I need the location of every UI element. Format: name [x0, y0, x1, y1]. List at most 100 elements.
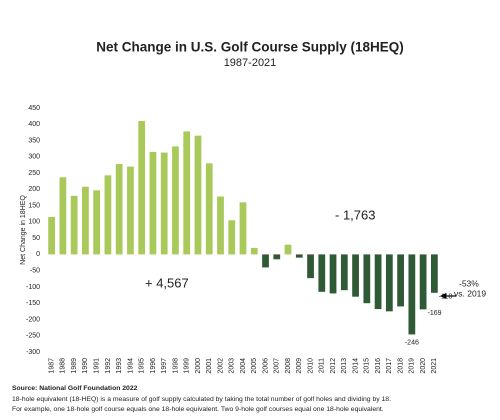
x-tick-label: 2017: [386, 358, 393, 374]
x-tick-label: 2002: [217, 358, 224, 374]
bar: [205, 163, 213, 255]
y-tick-label: 350: [28, 137, 40, 144]
bar: [70, 195, 78, 255]
x-tick-label: 2009: [296, 358, 303, 374]
arrow-head: [440, 293, 446, 299]
y-tick-label: 250: [28, 170, 40, 177]
x-tick-label: 1995: [139, 358, 146, 374]
x-tick-label: 1989: [71, 358, 78, 374]
x-tick-label: 1999: [184, 358, 191, 374]
bar: [284, 244, 292, 255]
bar: [104, 175, 112, 255]
x-tick-label: 1993: [116, 358, 123, 374]
x-tick-label: 2015: [364, 358, 371, 374]
x-tick-label: 2000: [195, 358, 202, 374]
bar: [59, 177, 67, 255]
x-tick-label: 2006: [262, 358, 269, 374]
x-tick-label: 2011: [319, 358, 326, 373]
bar: [374, 254, 382, 310]
bar: [397, 254, 404, 307]
bar: [262, 254, 269, 268]
y-tick-label: -200: [26, 316, 40, 323]
bar: [329, 254, 337, 294]
bar: [352, 254, 359, 297]
bar: [318, 254, 326, 292]
bar: [273, 254, 281, 260]
bar: [172, 146, 179, 255]
x-tick-label: 1991: [94, 358, 101, 374]
y-tick-label: -50: [30, 268, 40, 275]
value-label: -169: [427, 310, 441, 317]
annotation: + 4,567: [145, 275, 189, 290]
y-tick-label: 50: [32, 235, 40, 242]
x-tick-label: 2020: [420, 358, 427, 374]
bar: [385, 254, 393, 312]
note: 18-hole equivalent (18-HEQ) is a measure…: [12, 396, 391, 403]
bar: [115, 163, 123, 255]
chart-subtitle: 1987-2021: [224, 57, 277, 69]
bar: [363, 254, 371, 304]
bar: [239, 202, 247, 255]
bar: [48, 216, 56, 255]
value-label: -118: [439, 294, 453, 301]
source: Source: National Golf Foundation 2022: [12, 385, 138, 392]
y-tick-label: 0: [36, 251, 40, 258]
x-tick-label: 2021: [431, 358, 438, 374]
annotation: -53%: [459, 278, 479, 288]
bar: [138, 121, 146, 255]
x-tick-label: 2004: [240, 358, 247, 374]
x-tick-label: 2001: [206, 358, 213, 374]
annotation: - 1,763: [335, 207, 375, 222]
x-tick-label: 1987: [48, 358, 55, 374]
bar: [340, 254, 348, 291]
x-tick-label: 2008: [285, 358, 292, 374]
x-tick-label: 2007: [274, 358, 281, 374]
x-tick-label: 2014: [352, 358, 359, 374]
bar: [307, 254, 314, 279]
x-tick-label: 1996: [150, 358, 157, 374]
x-tick-label: 2003: [229, 358, 236, 374]
x-tick-label: 2016: [375, 358, 382, 374]
y-tick-label: 300: [28, 154, 40, 161]
y-tick-label: -150: [26, 300, 40, 307]
bar: [183, 131, 191, 255]
x-tick-label: 1997: [161, 358, 168, 374]
bar: [295, 254, 303, 258]
bar: [149, 151, 157, 255]
x-tick-label: 2010: [307, 358, 314, 374]
y-tick-label: 200: [28, 186, 40, 193]
x-tick-label: 1988: [60, 358, 67, 374]
bar: [93, 190, 101, 255]
bar: [217, 196, 224, 255]
y-tick-label: 400: [28, 121, 40, 128]
note: For example, one 18-hole golf course equ…: [12, 406, 384, 413]
bar: [127, 166, 134, 255]
bar: [160, 152, 168, 255]
y-tick-label: -300: [26, 349, 40, 356]
x-tick-label: 1992: [105, 358, 112, 374]
y-tick-label: 100: [28, 219, 40, 226]
bar: [250, 247, 258, 255]
bar: [419, 254, 427, 310]
y-tick-label: 150: [28, 202, 40, 209]
chart-title: Net Change in U.S. Golf Course Supply (1…: [96, 40, 404, 55]
bar: [82, 186, 89, 255]
y-tick-label: 450: [28, 105, 40, 112]
bar: [194, 135, 202, 255]
bar: [408, 254, 416, 335]
bar: [430, 254, 438, 293]
x-tick-label: 2012: [330, 358, 337, 374]
annotation: vs. 2019: [454, 288, 486, 298]
x-tick-label: 2013: [341, 358, 348, 374]
x-tick-label: 1990: [82, 358, 89, 374]
y-tick-label: -250: [26, 333, 40, 340]
x-tick-label: 2005: [251, 358, 258, 374]
value-label: -246: [405, 339, 419, 346]
x-tick-label: 1994: [127, 358, 134, 374]
x-tick-label: 1998: [172, 358, 179, 374]
bar: [228, 220, 236, 255]
x-tick-label: 2018: [397, 358, 404, 374]
y-tick-label: -100: [26, 284, 40, 291]
x-tick-label: 2019: [409, 358, 416, 374]
